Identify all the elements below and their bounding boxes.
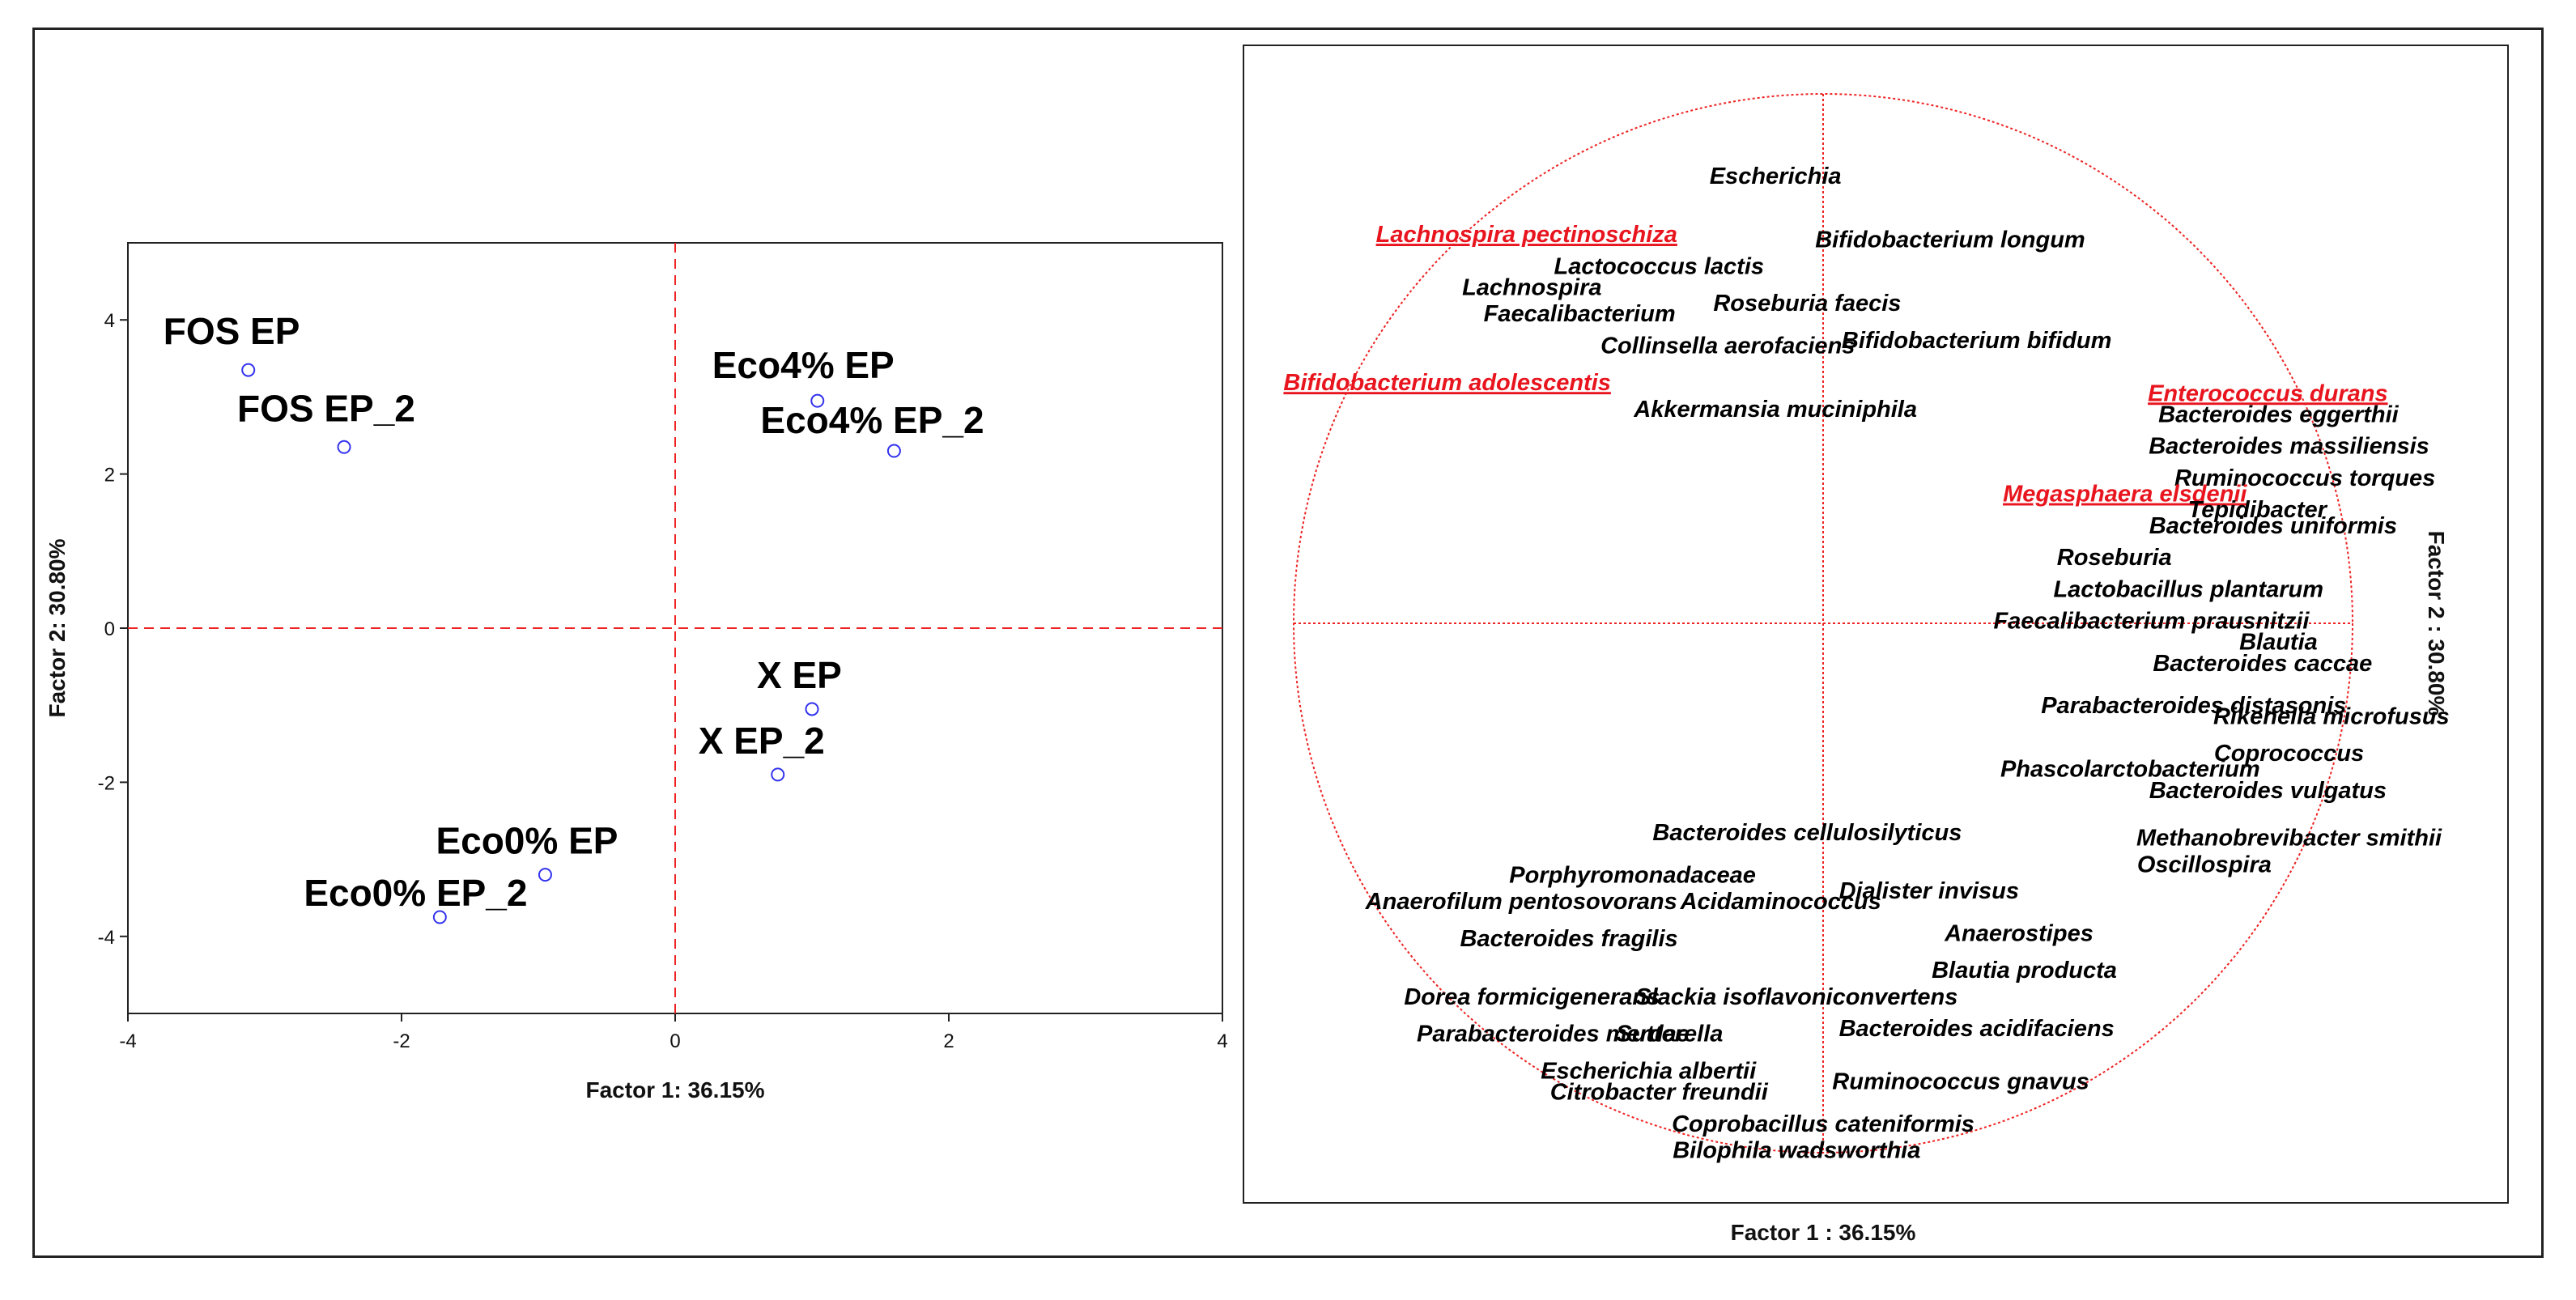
x-tick-label: 4 [1217,1030,1227,1052]
variable-label: Anaerofilum pentosovorans [1365,889,1677,915]
variable-label: Slackia isoflavoniconvertens [1635,984,1958,1010]
point-label: FOS EP_2 [237,387,415,429]
variable-label: Bacteroides cellulosilyticus [1652,820,1962,846]
variable-label: Ruminococcus torques [2174,465,2435,491]
variable-label: Bacteroides vulgatus [2149,778,2387,804]
variable-label: Blautia [2239,630,2318,656]
variable-label: Escherichia [1710,164,1842,189]
point-label: Eco4% EP_2 [760,399,984,441]
y-tick-label: 4 [104,310,115,332]
variable-label: Bacteroides fragilis [1460,926,1678,952]
variable-label: Phascolarctobacterium [2000,757,2260,783]
score-plot: -4 -2 0 2 4 4 2 0 -2 -4 Factor 1: 36.15% Factor 2: … [45,242,1228,1102]
variable-label: Parabacteroides merdae [1417,1022,1690,1047]
variable-label: Bacteroides uniformis [2149,513,2397,539]
loading-panel-frame [1243,45,2509,1204]
data-point [810,393,825,408]
x-tick-label: 2 [943,1030,954,1052]
variable-label: Lachnospira pectinoschiza [1376,222,1677,248]
variable-label: Lachnospira [1462,275,1601,301]
data-point [886,444,901,458]
loading-plot: Factor 1 : 36.15% Factor 2 : 30.80% Escher… [1243,45,2509,1245]
variable-label: Lactobacillus plantarum [2053,576,2323,602]
variable-label: Coprobacillus cateniformis [1672,1111,1975,1137]
variable-label: Collinsella aerofaciens [1600,333,1855,359]
x-tick-label: -4 [119,1030,136,1052]
point-label: Eco4% EP [712,344,895,386]
variable-label: Escherichia albertii [1541,1058,1757,1084]
variable-label: Bifidobacterium longum [1815,227,2085,253]
variable-label: Faecalibacterium prausnitzii [1993,609,2310,635]
variable-label: Megasphaera elsdenii [2003,482,2247,508]
variable-label: Bilophila wadsworthia [1673,1138,1920,1164]
point-label: X EP [757,654,842,696]
variable-label: Bifidobacterium adolescentis [1283,370,1611,396]
variable-label: Enterococcus durans [2148,380,2388,406]
variable-label: Roseburia faecis [1713,291,1901,317]
point-label: FOS EP [164,310,300,352]
variable-label: Methanobrevibacter smithii [2136,826,2442,852]
variable-label: Rikenella microfusus [2213,703,2450,729]
variable-label: Faecalibacterium [1484,301,1676,327]
point-label: X EP_2 [699,720,825,762]
variable-label: Acidaminococcus [1680,889,1881,915]
variable-label: Bacteroides caccae [2153,651,2372,677]
y-tick-label: 2 [104,465,115,486]
variable-label: Dialister invisus [1839,878,2019,904]
data-point [805,702,819,716]
variable-label: Bacteroides massiliensis [2149,434,2429,460]
point-label: Eco0% EP_2 [304,872,527,914]
x-axis-label: Factor 1: 36.15% [586,1077,765,1102]
data-point [432,910,447,924]
variable-label: Bacteroides acidifaciens [1839,1016,2115,1042]
variable-label: Bifidobacterium bifidum [1842,328,2112,354]
variable-label: Ruminococcus gnavus [1832,1069,2089,1095]
data-point [337,440,351,454]
figure-frame [32,28,2544,1258]
variable-label: Blautia producta [1932,958,2117,983]
variable-label: Roseburia [2057,545,2172,571]
variable-label: Lactococcus lactis [1554,253,1765,279]
y-tick-label: 0 [104,618,115,640]
loading-x-axis-label: Factor 1 : 36.15% [1731,1220,1916,1245]
variable-label: Citrobacter freundii [1550,1080,1769,1106]
x-tick-label: 0 [670,1030,680,1052]
variable-label: Parabacteroides distasonis [2041,693,2346,719]
variable-label: Porphyromonadaceae [1509,862,1756,888]
y-tick-label: -2 [98,772,115,794]
loading-y-axis-label: Factor 2 : 30.80% [2424,531,2449,716]
variable-label: Akkermansia muciniphila [1633,397,1917,423]
variable-label: Anaerostipes [1944,920,2094,946]
data-point [771,767,785,782]
x-tick-label: -2 [393,1030,410,1052]
variable-label: Coprococcus [2214,741,2364,767]
y-tick-label: -4 [98,927,115,949]
variable-label: Oscillospira [2137,852,2272,877]
variable-label: Dorea formicigenerans [1404,984,1660,1010]
point-label: Eco0% EP [436,820,618,862]
variable-label: Tepidibacter [2188,497,2328,523]
variable-label: Sutterella [1616,1022,1723,1047]
variable-label: Bacteroides eggerthii [2158,401,2399,427]
data-point [241,363,256,377]
data-point [538,868,552,882]
y-axis-label: Factor 2: 30.80% [45,538,70,717]
